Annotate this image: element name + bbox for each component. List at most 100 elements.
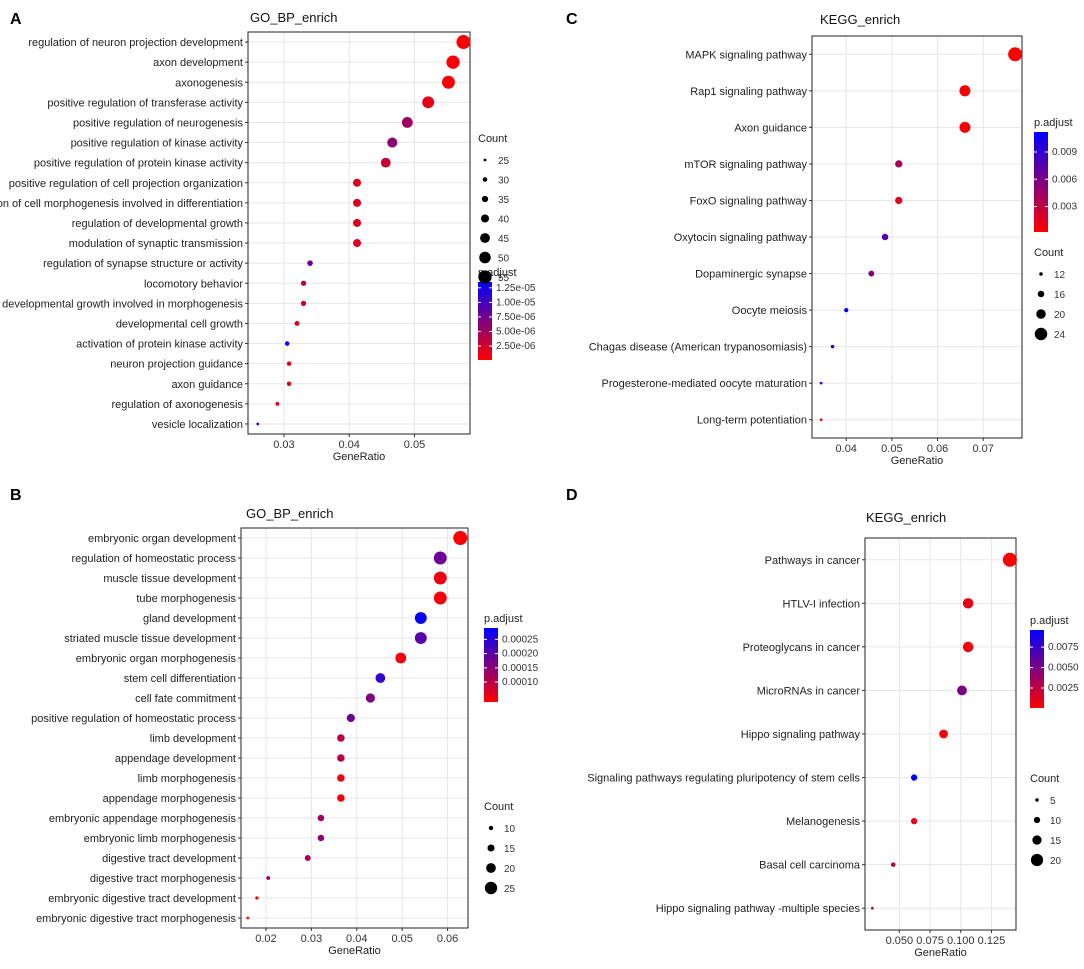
y-tick-label: activation of protein kinase activity <box>76 339 243 351</box>
y-tick-label: Proteoglycans in cancer <box>743 642 861 654</box>
data-point <box>910 817 918 825</box>
y-tick-label: digestive tract morphogenesis <box>90 873 237 885</box>
data-point <box>819 381 823 385</box>
panel-a: A GO_BP_enrich regulation of neuron projec… <box>0 10 536 463</box>
y-tick-label: limb morphogenesis <box>138 773 237 785</box>
y-tick-label: MicroRNAs in cancer <box>757 685 861 697</box>
color-legend-label: 0.0050 <box>1048 663 1079 674</box>
data-point <box>895 196 903 205</box>
panel-letter: C <box>566 11 578 28</box>
panel-d: D KEGG_enrich Pathways in cancer HTLV-I inf… <box>566 487 1079 959</box>
y-tick-label: embryonic digestive tract development <box>48 893 236 905</box>
y-tick-label: MAPK signaling pathway <box>685 49 807 61</box>
size-legend-label: 30 <box>498 176 510 187</box>
x-tick-label: 0.06 <box>927 443 948 455</box>
y-tick-label: Progesterone-mediated oocyte maturation <box>602 378 807 390</box>
data-point <box>830 344 835 349</box>
data-point <box>337 774 345 782</box>
color-legend-label: 0.009 <box>1052 147 1077 158</box>
color-legend-label: 0.003 <box>1052 202 1077 213</box>
size-legend-label: 55 <box>498 273 510 284</box>
x-axis-label: GeneRatio <box>333 451 386 463</box>
y-tick-label: Rap1 signaling pathway <box>690 86 807 98</box>
x-tick-label: 0.07 <box>972 443 993 455</box>
data-point <box>939 729 948 739</box>
y-tick-label: Pathways in cancer <box>765 555 861 567</box>
data-point <box>317 834 325 842</box>
x-tick-label: 0.03 <box>301 933 322 945</box>
data-point <box>246 916 250 920</box>
data-point <box>414 612 427 624</box>
x-tick-label: 0.03 <box>273 439 294 451</box>
data-point <box>1008 47 1023 62</box>
size-legend-label: 35 <box>498 195 510 206</box>
chart-title: GO_BP_enrich <box>250 10 337 25</box>
data-point <box>380 157 391 168</box>
y-tick-label: positive regulation of neurogenesis <box>73 117 244 129</box>
data-point <box>962 598 974 609</box>
size-legend-label: 10 <box>1050 816 1062 827</box>
size-legend-dot <box>480 214 490 223</box>
y-tick-label: positive regulation of homeostatic proce… <box>31 713 236 725</box>
size-legend-label: 10 <box>504 824 516 835</box>
size-legend-dot <box>481 195 489 203</box>
size-legend-label: 50 <box>498 254 510 265</box>
y-tick-label: positive regulation of cell projection o… <box>9 178 243 190</box>
y-tick-label: tube morphogenesis <box>136 593 236 605</box>
chart-title: KEGG_enrich <box>820 12 900 27</box>
data-point <box>346 713 355 723</box>
data-point <box>255 896 259 900</box>
panel-letter: D <box>566 487 578 504</box>
size-legend-label: 20 <box>1050 856 1062 867</box>
x-tick-label: 0.05 <box>404 439 425 451</box>
x-tick-label: 0.04 <box>338 439 359 451</box>
data-point <box>284 341 290 346</box>
x-tick-label: 0.100 <box>947 935 975 947</box>
size-legend-dot <box>487 844 495 852</box>
y-tick-label: axonogenesis <box>175 77 243 89</box>
size-legend-dot <box>488 825 494 831</box>
size-legend-label: 5 <box>1050 796 1056 807</box>
y-tick-label: regulation of developmental growth <box>72 218 243 230</box>
data-point <box>294 321 300 326</box>
y-tick-label: regulation of axonogenesis <box>112 399 244 411</box>
color-legend-bar <box>1030 630 1044 708</box>
panel-c: C KEGG_enrich MAPK signaling pathway Rap1 s… <box>566 11 1077 467</box>
data-point <box>868 270 875 277</box>
color-legend-label: 0.0025 <box>1048 683 1079 694</box>
x-axis-label: GeneRatio <box>328 945 381 957</box>
y-tick-label: regulation of homeostatic process <box>72 553 237 565</box>
data-point <box>401 117 413 128</box>
data-point <box>256 422 260 426</box>
size-legend-dot <box>478 270 492 284</box>
y-tick-label: neuron projection guidance <box>110 359 243 371</box>
y-tick-label: Chagas disease (American trypanosomiasis… <box>589 342 807 354</box>
y-tick-label: regulation of neuron projection developm… <box>28 37 243 49</box>
y-tick-label: Signaling pathways regulating pluripoten… <box>587 773 860 785</box>
y-tick-label: positive regulation of protein kinase ac… <box>34 158 244 170</box>
data-point <box>375 673 386 683</box>
y-tick-label: FoxO signaling pathway <box>690 195 808 207</box>
y-tick-label: embryonic appendage morphogenesis <box>49 813 237 825</box>
color-legend-label: 0.00025 <box>502 634 539 645</box>
data-point <box>881 233 889 241</box>
y-tick-label: gland development <box>143 613 236 625</box>
data-point <box>959 85 971 97</box>
panel-b: B GO_BP_enrich embryonic organ development… <box>10 487 539 957</box>
y-tick-label: positive regulation of kinase activity <box>71 138 244 150</box>
color-legend-label: 7.50e-06 <box>496 312 536 323</box>
data-point <box>456 35 471 50</box>
y-tick-label: HTLV-I infection <box>783 598 860 610</box>
y-tick-label: positive regulation of transferase activ… <box>47 97 243 109</box>
color-legend-label: 0.00010 <box>502 677 539 688</box>
y-tick-label: Hippo signaling pathway -multiple specie… <box>656 903 861 915</box>
y-tick-label: Axon guidance <box>734 122 807 134</box>
data-point <box>275 401 280 406</box>
size-legend-title: Count <box>1030 773 1059 785</box>
size-legend-dot <box>483 158 487 162</box>
data-point <box>387 137 398 148</box>
y-tick-label: Oocyte meiosis <box>732 305 808 317</box>
x-tick-label: 0.06 <box>437 933 458 945</box>
data-point <box>286 381 292 387</box>
y-tick-label: Dopaminergic synapse <box>695 269 807 281</box>
